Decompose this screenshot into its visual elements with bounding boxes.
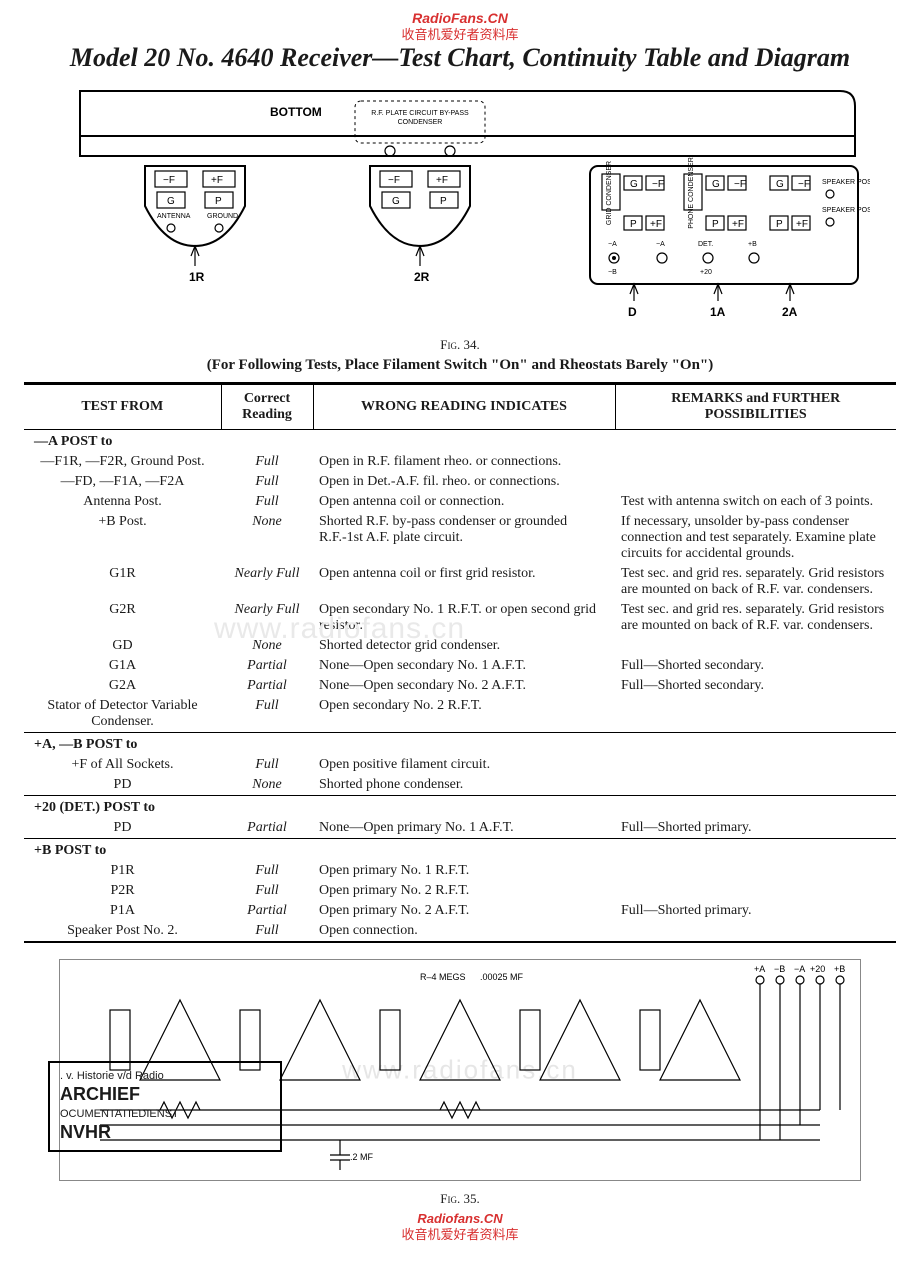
svg-text:GROUND: GROUND [207,213,238,220]
svg-text:+A: +A [754,964,765,974]
svg-text:+20: +20 [810,964,825,974]
svg-text:−B: −B [774,964,785,974]
svg-text:G: G [776,179,784,190]
svg-text:−A: −A [794,964,805,974]
table-row: +B Post.NoneShorted R.F. by-pass condens… [24,512,896,564]
svg-text:ANTENNA: ANTENNA [157,213,191,220]
svg-text:GRID CONDENSER: GRID CONDENSER [606,161,613,225]
svg-text:+F: +F [732,219,744,230]
svg-text:−A: −A [608,241,617,248]
archive-stamp: . v. Historie v/d Radio ARCHIEF OCUMENTA… [48,1061,282,1152]
table-row: Speaker Post No. 2.FullOpen connection. [24,921,896,942]
svg-text:SPEAKER POST No. 2: SPEAKER POST No. 2 [822,179,870,186]
table-row: G1RNearly FullOpen antenna coil or first… [24,564,896,600]
svg-text:.2 MF: .2 MF [350,1152,374,1162]
svg-text:BOTTOM: BOTTOM [270,105,322,119]
svg-text:G: G [167,196,175,207]
svg-text:+F: +F [211,175,223,186]
svg-text:2A: 2A [782,305,798,319]
table-row: P1RFullOpen primary No. 1 R.F.T. [24,861,896,881]
svg-text:1R: 1R [189,270,205,284]
table-row: Stator of Detector Variable Condenser.Fu… [24,696,896,733]
svg-text:+F: +F [436,175,448,186]
svg-text:+F: +F [796,219,808,230]
test-instruction: (For Following Tests, Place Filament Swi… [24,357,896,374]
table-row: Antenna Post.FullOpen antenna coil or co… [24,492,896,512]
col-remarks: REMARKS and FURTHER POSSIBILITIES [615,384,896,430]
chassis-diagram: .ln{stroke:#000;stroke-width:2;fill:none… [50,81,870,331]
table-row: —FD, —F1A, —F2AFullOpen in Det.-A.F. fil… [24,472,896,492]
svg-text:R.F. PLATE CIRCUIT BY-PASS: R.F. PLATE CIRCUIT BY-PASS [371,110,469,117]
continuity-table: TEST FROM Correct Reading WRONG READING … [24,382,896,943]
table-row: G1APartialNone—Open secondary No. 1 A.F.… [24,656,896,676]
stamp-line1: . v. Historie v/d Radio [60,1069,270,1083]
watermark-bottom-sub: 收音机爱好者资料库 [24,1224,896,1243]
fig35-caption: Fig. 35. [24,1191,896,1207]
svg-text:P: P [776,219,783,230]
svg-text:SPEAKER POST No. 1: SPEAKER POST No. 1 [822,207,870,214]
svg-text:2R: 2R [414,270,430,284]
svg-text:.00025 MF: .00025 MF [480,972,524,982]
table-row: PDNoneShorted phone condenser. [24,775,896,796]
table-row: +F of All Sockets.FullOpen positive fila… [24,755,896,775]
watermark-center: www.radiofans.cn [214,612,465,646]
svg-text:G: G [630,179,638,190]
svg-text:DET.: DET. [698,241,713,248]
svg-text:−A: −A [656,241,665,248]
svg-text:−B: −B [608,269,617,276]
table-row: PDPartialNone—Open primary No. 1 A.F.T.F… [24,818,896,839]
svg-text:R–4 MEGS: R–4 MEGS [420,972,466,982]
col-reading: Correct Reading [221,384,313,430]
svg-text:−F: −F [163,175,175,186]
svg-text:+F: +F [650,219,662,230]
section-header: +B POST to [24,839,896,862]
svg-text:+20: +20 [700,269,712,276]
svg-text:1A: 1A [710,305,726,319]
svg-text:+B: +B [748,241,757,248]
section-header: +A, —B POST to [24,733,896,756]
svg-text:+B: +B [834,964,845,974]
svg-text:P: P [215,196,222,207]
col-testfrom: TEST FROM [24,384,221,430]
col-wrong: WRONG READING INDICATES [313,384,615,430]
svg-text:P: P [630,219,637,230]
svg-text:G: G [712,179,720,190]
stamp-line2: ARCHIEF [60,1083,270,1106]
svg-text:PHONE CONDENSER: PHONE CONDENSER [688,157,695,229]
table-row: G2APartialNone—Open secondary No. 2 A.F.… [24,676,896,696]
table-row: P1APartialOpen primary No. 2 A.F.T.Full—… [24,901,896,921]
svg-text:G: G [392,196,400,207]
stamp-line4: NVHR [60,1121,270,1144]
page-title: Model 20 No. 4640 Receiver—Test Chart, C… [24,43,896,73]
section-header: +20 (DET.) POST to [24,796,896,819]
fig34-caption: Fig. 34. [24,337,896,353]
table-row: P2RFullOpen primary No. 2 R.F.T. [24,881,896,901]
svg-text:−F: −F [388,175,400,186]
svg-text:−F: −F [652,179,664,190]
svg-text:D: D [628,305,637,319]
svg-text:P: P [712,219,719,230]
svg-text:−F: −F [734,179,746,190]
watermark-top-sub: 收音机爱好者资料库 [24,24,896,43]
svg-text:P: P [440,196,447,207]
section-header: —A POST to [24,430,896,453]
stamp-line3: OCUMENTATIEDIENST [60,1107,270,1121]
svg-text:CONDENSER: CONDENSER [398,119,443,126]
svg-text:−F: −F [798,179,810,190]
table-row: —F1R, —F2R, Ground Post.FullOpen in R.F.… [24,452,896,472]
